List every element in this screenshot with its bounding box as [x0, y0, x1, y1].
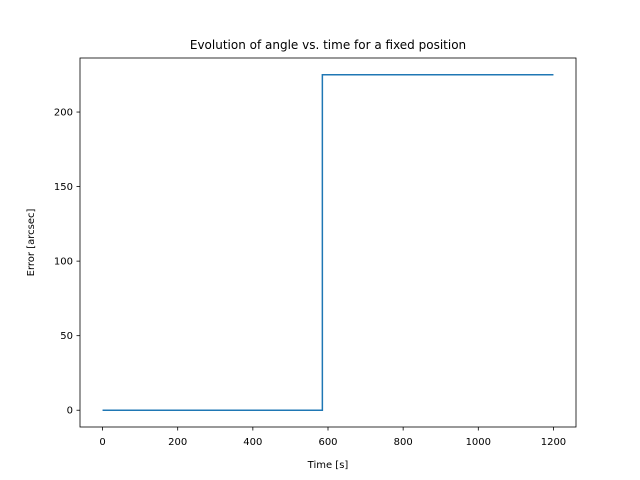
y-axis-label: Error [arcsec]: [26, 209, 37, 277]
x-tick-label: 400: [243, 437, 262, 448]
x-tick-label: 600: [318, 437, 337, 448]
x-tick-label: 1000: [466, 437, 491, 448]
y-tick-label: 200: [54, 108, 73, 119]
y-tick-label: 0: [67, 406, 73, 417]
chart-title: Evolution of angle vs. time for a fixed …: [190, 38, 466, 52]
series-line-0: [102, 74, 554, 411]
y-tick-label: 100: [54, 257, 73, 268]
x-tick-label: 1200: [541, 437, 566, 448]
x-axis-label: Time [s]: [307, 460, 349, 471]
y-axis: 0 50 100 150 200: [54, 108, 80, 417]
y-tick-label: 50: [60, 331, 73, 342]
x-tick-label: 200: [168, 437, 187, 448]
x-tick-label: 800: [394, 437, 413, 448]
y-tick-label: 150: [54, 182, 73, 193]
plot-frame: [79, 57, 577, 428]
x-tick-label: 0: [99, 437, 105, 448]
plot-area: [102, 74, 554, 411]
x-axis: 0 200 400 600 800 1000 1200: [99, 427, 566, 448]
